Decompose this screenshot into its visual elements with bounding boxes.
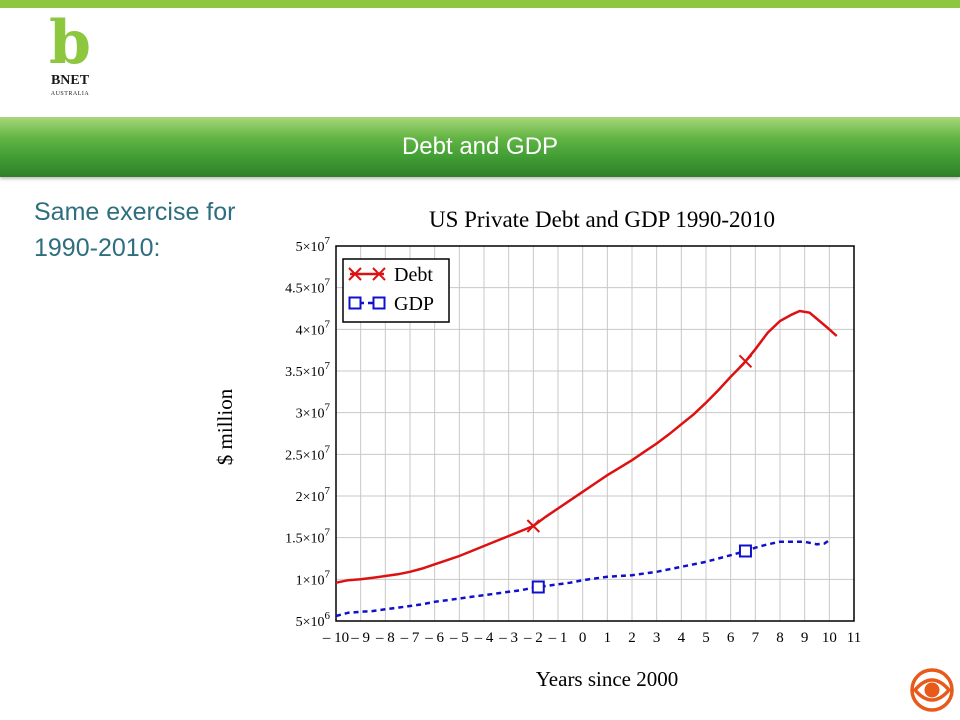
title-banner: Debt and GDP xyxy=(0,117,960,177)
y-tick-label: 5×107 xyxy=(296,235,331,255)
x-tick-label: 10 xyxy=(822,630,837,646)
legend-marker-debt xyxy=(348,267,362,281)
x-tick-label: 6 xyxy=(727,630,735,646)
bnet-logo-name: BNET xyxy=(50,73,90,88)
x-tick-label: 8 xyxy=(776,630,784,646)
series-marker-debt xyxy=(738,354,753,369)
x-tick-label: – 4 xyxy=(474,630,494,646)
y-tick-label: 5×106 xyxy=(296,610,331,630)
y-tick-label: 2×107 xyxy=(296,485,331,505)
x-axis-label: Years since 2000 xyxy=(536,667,679,691)
series-marker-debt xyxy=(526,519,541,533)
x-tick-label: – 9 xyxy=(350,630,370,646)
x-tick-label: 0 xyxy=(579,630,587,646)
x-tick-label: 11 xyxy=(847,630,861,646)
x-tick-label: 4 xyxy=(678,630,686,646)
y-tick-label: 4.5×107 xyxy=(285,277,330,297)
series-line-debt xyxy=(335,309,838,584)
x-tick-label: – 6 xyxy=(424,630,444,646)
bnet-logo: b BNET AUSTRALIA xyxy=(36,8,104,97)
y-tick-label: 1.5×107 xyxy=(285,527,330,547)
legend-marker-debt xyxy=(372,267,386,281)
legend-label-gdp: GDP xyxy=(394,293,434,315)
x-tick-label: – 2 xyxy=(523,630,543,646)
legend-marker-gdp xyxy=(372,296,386,310)
x-tick-label: 3 xyxy=(653,630,661,646)
x-tick-label: – 8 xyxy=(375,630,395,646)
y-axis-label: $ million xyxy=(213,388,237,465)
series-marker-gdp xyxy=(531,580,545,594)
x-tick-label: 9 xyxy=(801,630,809,646)
x-tick-label: 5 xyxy=(702,630,710,646)
x-tick-label: – 5 xyxy=(449,630,469,646)
series-layer xyxy=(335,309,838,618)
x-tick-label: – 10 xyxy=(322,630,349,646)
x-tick-label: 2 xyxy=(628,630,636,646)
legend-marker-gdp xyxy=(348,296,362,310)
plot-frame xyxy=(335,245,855,622)
y-tick-label: 2.5×107 xyxy=(285,443,330,463)
x-tick-label: 1 xyxy=(604,630,612,646)
y-tick-label: 3×107 xyxy=(296,402,331,422)
x-tick-label: – 7 xyxy=(400,630,420,646)
y-tick-label: 4×107 xyxy=(296,318,331,338)
y-tick-label: 3.5×107 xyxy=(285,360,330,380)
chart-legend: Debt GDP xyxy=(342,258,450,323)
debt-gdp-chart: US Private Debt and GDP 1990-2010 5×106 1… xyxy=(213,207,861,691)
cbs-eye-icon xyxy=(910,668,954,712)
bnet-logo-letter: b xyxy=(49,8,91,78)
y-tick-label: 1×107 xyxy=(296,568,331,588)
chart-title: US Private Debt and GDP 1990-2010 xyxy=(429,207,775,232)
series-line-gdp xyxy=(335,539,830,618)
top-accent-bar xyxy=(0,0,960,8)
legend-label-debt: Debt xyxy=(394,264,433,286)
x-tick-label: 7 xyxy=(752,630,760,646)
slide-title: Debt and GDP xyxy=(401,133,559,160)
bnet-logo-region: AUSTRALIA xyxy=(50,91,90,97)
series-marker-gdp xyxy=(738,544,752,558)
x-tick-label: – 3 xyxy=(498,630,518,646)
x-tick-label: – 1 xyxy=(548,630,568,646)
y-axis-ticks: 5×106 1×107 1.5×107 2×107 2.5×107 3×107 3.5×10… xyxy=(285,235,330,630)
slide-subtitle: Same exercise for 1990-2010: xyxy=(34,198,236,262)
